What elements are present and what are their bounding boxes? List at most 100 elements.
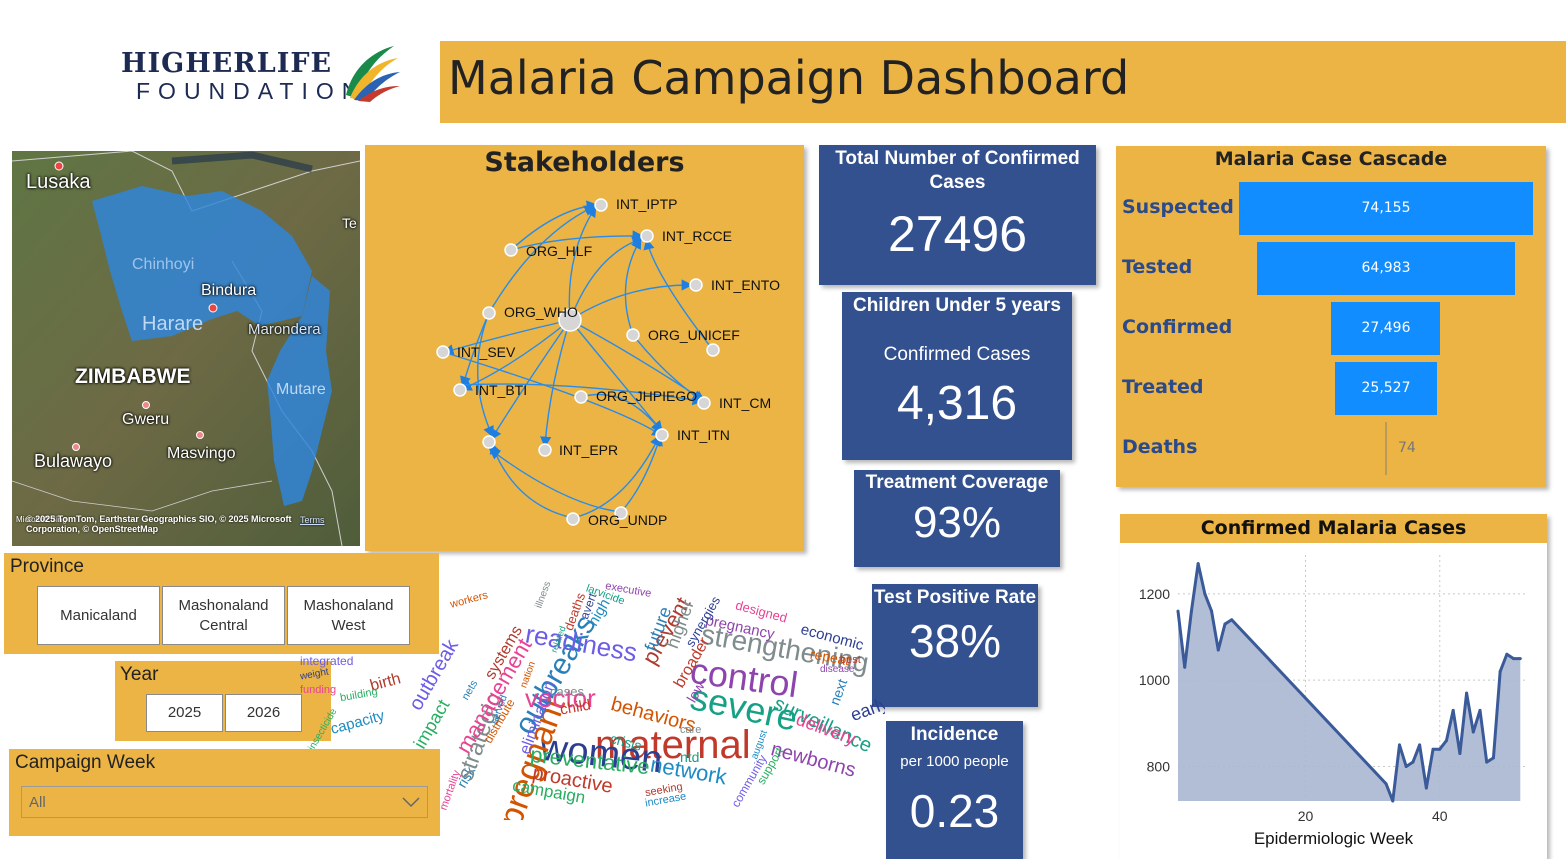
network-node[interactable]: [453, 383, 467, 397]
map-label-zimbabwe: ZIMBABWE: [75, 365, 191, 388]
data-point: [1505, 652, 1509, 656]
map-attribution: © 2025 TomTom, Earthstar Geographics SIO…: [26, 514, 292, 534]
data-point: [1189, 609, 1193, 613]
network-node[interactable]: [482, 306, 496, 320]
network-node[interactable]: [504, 243, 518, 257]
cascade-value: 27,496: [1361, 320, 1411, 336]
stakeholders-title: Stakeholders: [484, 147, 685, 178]
kpi-treatment-value: 93%: [912, 498, 1002, 547]
title-banner: Malaria Campaign Dashboard: [440, 41, 1566, 123]
network-node[interactable]: [655, 428, 669, 442]
data-point: [1471, 730, 1475, 734]
map-label-chinhoyi: Chinhoyi: [132, 256, 195, 273]
cascade-bar[interactable]: [1385, 422, 1387, 475]
kpi-under5: Children Under 5 years Confirmed Cases 4…: [842, 292, 1072, 460]
kpi-total-confirmed-label: Total Number of Confirmed Cases: [835, 148, 1080, 193]
province-slicer: Province Manicaland Mashonaland Central …: [4, 553, 439, 654]
network-edge: [580, 393, 663, 434]
network-node[interactable]: [689, 278, 703, 292]
data-point: [1431, 747, 1435, 751]
word-cloud-word: best: [840, 654, 861, 666]
data-point: [1411, 760, 1415, 764]
network-edge: [442, 319, 571, 356]
cascade-label: Tested: [1122, 256, 1193, 278]
node-label-int-ento: INT_ENTO: [711, 277, 780, 293]
node-label-org-unicef: ORG_UNICEF: [648, 327, 740, 343]
network-edge: [624, 237, 642, 336]
network-node[interactable]: [697, 396, 711, 410]
year-option-2026[interactable]: 2026: [225, 694, 302, 732]
region-manicaland[interactable]: [267, 276, 332, 506]
campaign-week-dropdown[interactable]: All: [21, 786, 428, 818]
data-point: [1397, 743, 1401, 747]
cascade-bar[interactable]: [1335, 362, 1437, 415]
kpi-positive-label: Test Positive Rate: [873, 587, 1037, 608]
network-edge: [458, 383, 704, 406]
data-point: [1230, 618, 1234, 622]
node-label-int-sev: INT_SEV: [457, 344, 516, 360]
network-node[interactable]: [538, 443, 552, 457]
word-cloud-word: next: [826, 676, 851, 708]
network-node[interactable]: [558, 308, 582, 332]
data-point: [1518, 657, 1522, 661]
network-node[interactable]: [706, 343, 720, 357]
kpi-incidence-value: 0.23: [909, 785, 1000, 837]
node-label-org-who: ORG_WHO: [504, 304, 578, 320]
node-label-int-rcce: INT_RCCE: [662, 228, 733, 244]
lake-kariba: [171, 151, 313, 173]
cascade-label: Deaths: [1122, 436, 1198, 458]
network-node[interactable]: [482, 435, 496, 449]
cascade-value: 74: [1398, 440, 1416, 456]
network-node[interactable]: [574, 390, 588, 404]
year-option-2025[interactable]: 2025: [146, 694, 223, 732]
y-tick-label: 1200: [1139, 586, 1170, 602]
map-terms-link[interactable]: Terms: [300, 515, 325, 525]
stakeholders-panel: Stakeholders: [365, 145, 804, 551]
network-node[interactable]: [640, 229, 654, 243]
data-point: [1458, 752, 1462, 756]
network-edge: [568, 205, 597, 321]
map-label-lusaka: Lusaka: [26, 171, 91, 193]
province-option-manicaland[interactable]: Manicaland: [37, 586, 160, 645]
chevron-down-icon: [402, 797, 420, 808]
province-option-mashonaland-central[interactable]: Mashonaland Central: [162, 586, 285, 645]
word-cloud-word: workers: [448, 589, 490, 611]
network-node[interactable]: [614, 506, 628, 520]
network-node[interactable]: [566, 512, 580, 526]
map-label-gweru: Gweru: [122, 411, 170, 428]
kpi-under5-label: Children Under 5 years: [852, 295, 1062, 316]
data-point: [1491, 756, 1495, 760]
cascade-value: 25,527: [1361, 380, 1411, 396]
node-label-org-hlf: ORG_HLF: [526, 243, 593, 259]
kpi-positive-value: 38%: [908, 615, 1002, 667]
province-option-mashonaland-west[interactable]: Mashonaland West: [287, 586, 410, 645]
word-cloud-word: weight: [300, 666, 330, 683]
cascade-bar[interactable]: [1239, 182, 1533, 235]
y-tick-label: 800: [1147, 758, 1171, 774]
y-tick-label: 1000: [1139, 672, 1170, 688]
data-point: [1451, 708, 1455, 712]
data-point: [1210, 609, 1214, 613]
series-area: [1178, 563, 1521, 801]
word-cloud-word: illness: [533, 579, 554, 610]
network-node[interactable]: [436, 345, 450, 359]
network-node[interactable]: [626, 328, 640, 342]
network-node[interactable]: [594, 198, 608, 212]
province-slicer-title: Province: [10, 556, 84, 577]
bing-logo: Microsoft Bing: [16, 515, 67, 524]
logo-swoosh-icon: [346, 46, 400, 102]
data-point: [1424, 786, 1428, 790]
cascade-label: Confirmed: [1122, 316, 1233, 338]
cascade-bar[interactable]: [1331, 302, 1441, 355]
node-label-org-undp: ORG_UNDP: [588, 512, 668, 528]
node-label-int-epr: INT_EPR: [559, 442, 619, 458]
data-point: [1444, 739, 1448, 743]
data-point: [1404, 764, 1408, 768]
region-mashonaland[interactable]: [92, 186, 312, 341]
page-title: Malaria Campaign Dashboard: [448, 51, 1130, 105]
province-map[interactable]: Lusaka Chinhoyi Bindura Harare Marondera…: [12, 151, 360, 546]
word-cloud-word: disease: [820, 664, 855, 675]
year-slicer-title: Year: [120, 664, 159, 685]
cascade-bar[interactable]: [1257, 242, 1515, 295]
network-edge: [488, 205, 596, 314]
